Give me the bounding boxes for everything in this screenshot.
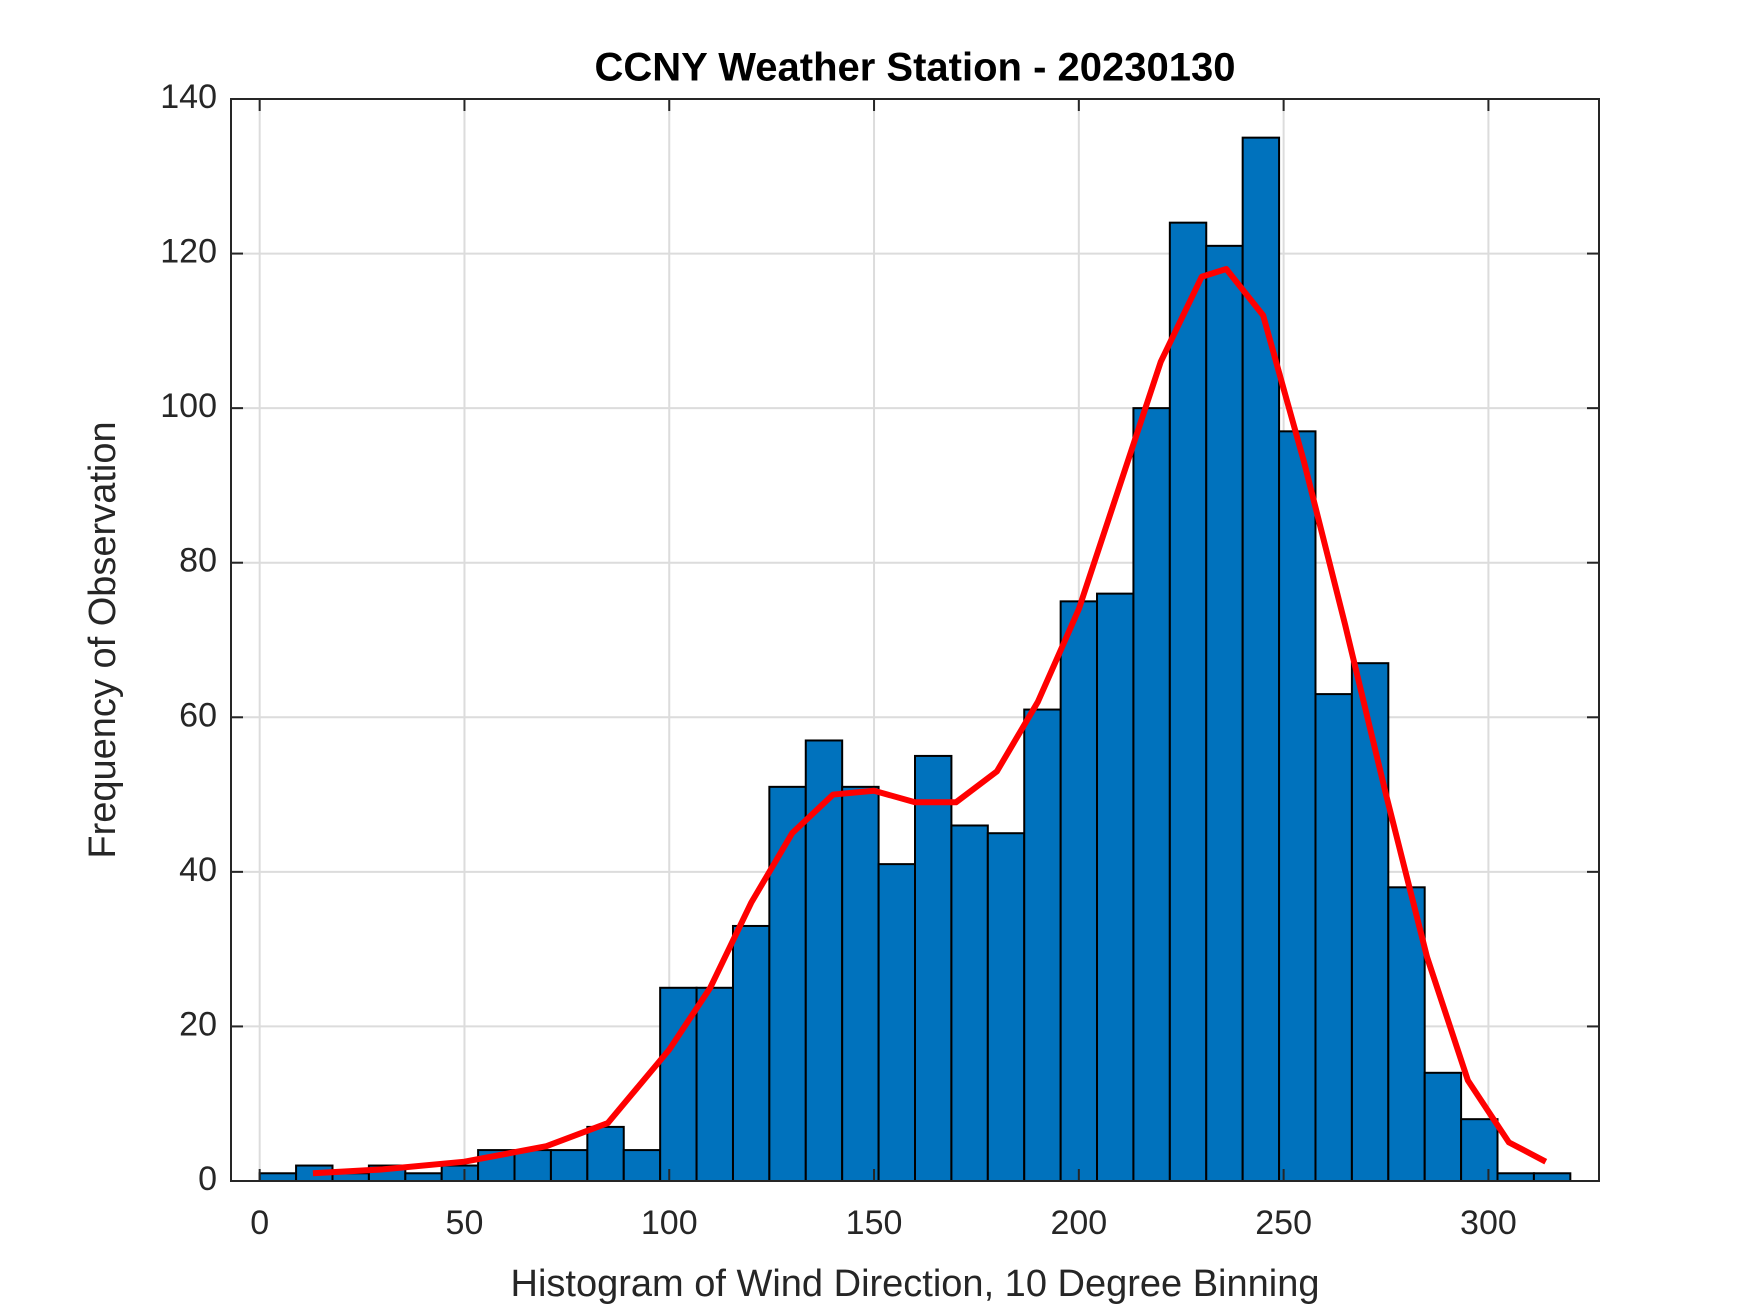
- bar: [731, 924, 771, 1183]
- bar: [1059, 600, 1099, 1182]
- x-tick-label: 0: [250, 1204, 269, 1242]
- bar: [1387, 886, 1426, 1182]
- x-tick-label: 300: [1460, 1204, 1517, 1242]
- y-tick-label: 20: [179, 1005, 217, 1043]
- bar: [1460, 1118, 1499, 1182]
- y-tick-label: 120: [160, 233, 217, 271]
- chart-title: CCNY Weather Station - 20230130: [595, 46, 1236, 90]
- x-tick-label: 100: [641, 1204, 698, 1242]
- bar: [622, 1149, 662, 1182]
- bar: [1350, 662, 1390, 1182]
- bar: [804, 739, 844, 1182]
- bar: [1532, 1172, 1572, 1183]
- bar: [914, 754, 953, 1183]
- bar: [1496, 1172, 1535, 1183]
- x-axis-label: Histogram of Wind Direction, 10 Degree B…: [511, 1263, 1320, 1305]
- y-tick-label: 100: [160, 387, 217, 425]
- y-tick-label: 0: [198, 1160, 217, 1198]
- y-tick-label: 60: [179, 696, 217, 734]
- x-tick-label: 250: [1255, 1204, 1312, 1242]
- bar: [1168, 221, 1208, 1182]
- y-axis-label: Frequency of Observation: [82, 421, 124, 858]
- bar: [1096, 592, 1135, 1182]
- bar: [1314, 693, 1353, 1182]
- bar: [695, 986, 734, 1182]
- fit-line: [312, 266, 1548, 1177]
- x-tick-label: 150: [846, 1204, 903, 1242]
- bar: [440, 1164, 480, 1182]
- bar: [513, 1149, 552, 1182]
- y-tick-label: 40: [179, 851, 217, 889]
- bar: [404, 1172, 443, 1183]
- bar: [586, 1125, 625, 1183]
- x-tick-label: 200: [1050, 1204, 1107, 1242]
- bar: [950, 824, 989, 1182]
- y-tick-label: 80: [179, 542, 217, 580]
- bar: [841, 785, 880, 1182]
- bar: [549, 1149, 589, 1182]
- bar: [1023, 708, 1062, 1182]
- bar: [1423, 1071, 1463, 1183]
- bar: [258, 1172, 298, 1183]
- bar: [1132, 407, 1171, 1182]
- bar: [877, 863, 916, 1183]
- bar: [1278, 430, 1317, 1183]
- bar: [986, 832, 1026, 1182]
- axes-box: [230, 98, 1600, 1182]
- x-tick-label: 50: [446, 1204, 484, 1242]
- y-tick-label: 140: [160, 78, 217, 116]
- bar: [1205, 244, 1244, 1183]
